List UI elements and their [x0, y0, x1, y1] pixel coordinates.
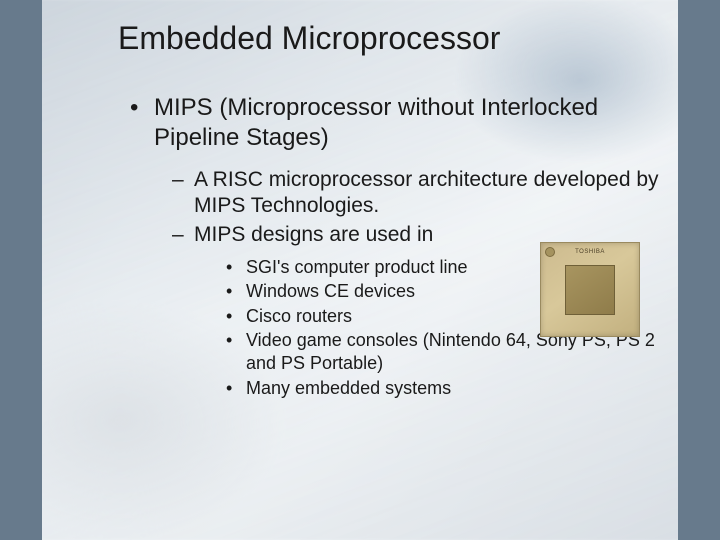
bullet-level2: –A RISC microprocessor architecture deve… — [172, 167, 670, 220]
bullet-marker: • — [226, 256, 246, 279]
chip-die — [565, 265, 615, 315]
chip-notch — [545, 247, 555, 257]
bullet-marker: • — [226, 280, 246, 303]
slide-title: Embedded Microprocessor — [118, 20, 670, 57]
bullet-marker: • — [226, 329, 246, 352]
bullet-marker: – — [172, 167, 194, 193]
bullet-text: MIPS (Microprocessor without Interlocked… — [154, 93, 664, 153]
bullet-marker: • — [226, 377, 246, 400]
bullet-text: A RISC microprocessor architecture devel… — [194, 167, 664, 220]
bullet-marker: • — [130, 93, 154, 123]
bullet-marker: – — [172, 222, 194, 248]
bullet-text: Many embedded systems — [246, 377, 664, 400]
bullet-marker: • — [226, 305, 246, 328]
bullet-level1: •MIPS (Microprocessor without Interlocke… — [130, 93, 670, 153]
slide-content: Embedded Microprocessor •MIPS (Microproc… — [70, 20, 670, 520]
chip-label: TOSHIBA — [541, 249, 639, 255]
bullet-level3: •Many embedded systems — [226, 377, 670, 400]
chip-image: TOSHIBA — [540, 242, 640, 337]
